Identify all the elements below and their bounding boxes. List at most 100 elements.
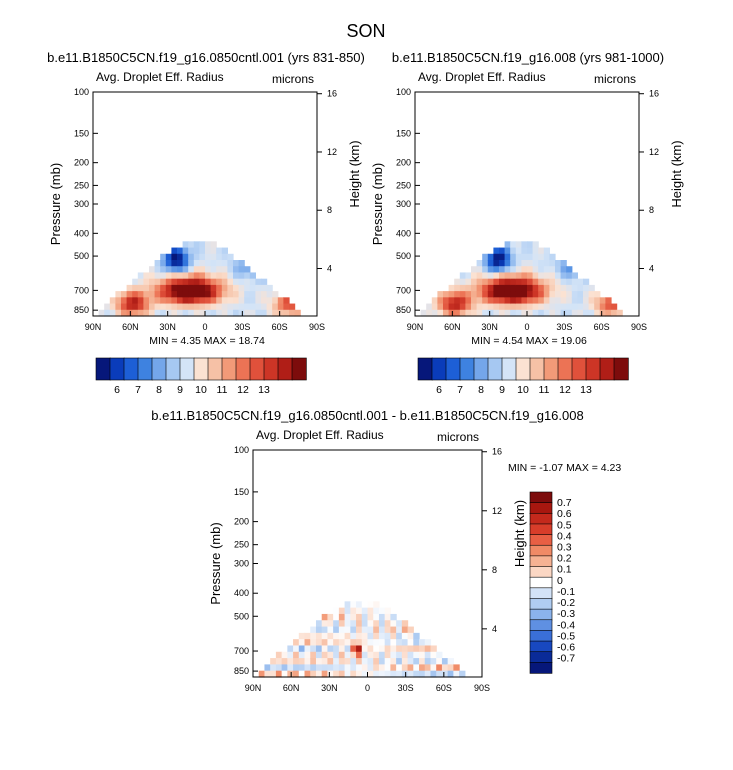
y-tick-label: 300 [234, 559, 249, 569]
heatmap-cell [160, 266, 167, 274]
heatmap-cell [555, 272, 562, 280]
heatmap-cell [298, 645, 306, 653]
heatmap-cell [577, 303, 584, 311]
heatmap-cell [583, 303, 590, 311]
heatmap-cell [521, 278, 528, 286]
heatmap-cell [199, 272, 206, 280]
heatmap-cell [304, 645, 311, 653]
heatmap-cell [143, 272, 150, 280]
heatmap-cell [356, 664, 363, 672]
heatmap-cell [143, 291, 150, 298]
heatmap-cell [515, 291, 522, 298]
heatmap-cell [549, 291, 556, 298]
y2-tick-label: 12 [649, 147, 659, 157]
heatmap-cell [298, 670, 306, 678]
heatmap-cell [199, 260, 206, 267]
heatmap-cell [482, 303, 489, 311]
heatmap-cell [310, 626, 317, 634]
heatmap-cell [476, 272, 483, 280]
heatmap-cell [361, 651, 369, 659]
heatmap-cell [356, 670, 363, 678]
heatmap-cell [143, 278, 150, 286]
heatmap-cell [538, 297, 545, 305]
heatmap-cell [338, 645, 346, 653]
colorbar-label: 0.7 [557, 497, 572, 509]
heatmap-cell [193, 303, 200, 311]
heatmap-cell [482, 266, 489, 274]
heatmap-cell [560, 260, 567, 267]
heatmap-cell [599, 297, 606, 305]
heatmap-cell [132, 309, 139, 317]
heatmap-cell [238, 278, 245, 286]
heatmap-cell [499, 297, 506, 305]
heatmap-cell [384, 607, 391, 615]
heatmap-cell [177, 253, 184, 261]
heatmap-cell [281, 651, 288, 659]
heatmap-cell [476, 284, 483, 292]
heatmap-cell [233, 266, 240, 274]
colorbar-swatch [529, 566, 553, 578]
heatmap-cell [327, 626, 334, 634]
heatmap-cell [199, 291, 206, 298]
heatmap-cells [420, 241, 623, 317]
heatmap-cell [367, 670, 374, 678]
heatmap-cell [149, 291, 156, 298]
heatmap-cell [188, 247, 195, 255]
heatmap-cell [333, 658, 340, 665]
heatmap-cell [321, 664, 329, 672]
heatmap-cell [431, 303, 438, 311]
heatmap-cell [493, 247, 500, 255]
heatmap-cell [532, 278, 539, 286]
heatmap-cell [487, 291, 494, 298]
heatmap-cell [293, 645, 300, 653]
heatmap-cell [437, 309, 444, 317]
heatmap-cell [555, 309, 562, 317]
heatmap-cell [255, 297, 262, 305]
colorbar-swatch [529, 512, 553, 525]
heatmap-cell [515, 278, 522, 286]
colorbar-swatch [557, 357, 573, 381]
heatmap-cell [499, 247, 506, 255]
heatmap-cell [221, 284, 228, 292]
heatmap-cell [566, 284, 573, 292]
heatmap-cell [532, 272, 539, 280]
heatmap-cell [210, 309, 217, 317]
heatmap-cell [356, 601, 363, 609]
heatmap-cell [510, 284, 517, 292]
heatmap-cell [338, 658, 346, 665]
heatmap-cell [499, 266, 506, 274]
heatmap-cell [327, 639, 334, 647]
heatmap-cell [315, 651, 323, 659]
heatmap-cell [493, 291, 500, 298]
heatmap-cell [401, 651, 409, 659]
heatmap-cell [333, 626, 340, 634]
heatmap-cell [298, 632, 306, 640]
colorbar-swatch [529, 598, 553, 610]
heatmap-cell [527, 297, 534, 305]
heatmap-cell [149, 284, 156, 292]
heatmap-cell [510, 266, 517, 274]
heatmap-cell [238, 303, 245, 311]
y2-axis-label: Height (km) [512, 500, 527, 567]
y-tick-label: 150 [234, 487, 249, 497]
heatmap-cell [384, 670, 391, 678]
heatmap-cell [538, 272, 545, 280]
heatmap-cell [227, 297, 234, 305]
colorbar-swatch [235, 357, 251, 381]
heatmap-cell [538, 291, 545, 298]
y-tick-label: 400 [396, 228, 411, 238]
heatmap-cell [193, 272, 200, 280]
heatmap-cell [338, 632, 346, 640]
heatmap-cell [515, 303, 522, 311]
heatmap-cells [98, 241, 301, 317]
heatmap-cell [333, 620, 340, 628]
heatmap-cell [233, 309, 240, 317]
colorbar-swatch [249, 357, 265, 381]
colorbar-label: 7 [135, 384, 141, 396]
heatmap-cell [283, 297, 290, 305]
heatmap-cell [476, 309, 483, 317]
heatmap-cell [293, 651, 300, 659]
heatmap-cell [465, 284, 472, 292]
heatmap-cell [459, 309, 466, 317]
heatmap-cell [367, 658, 374, 665]
